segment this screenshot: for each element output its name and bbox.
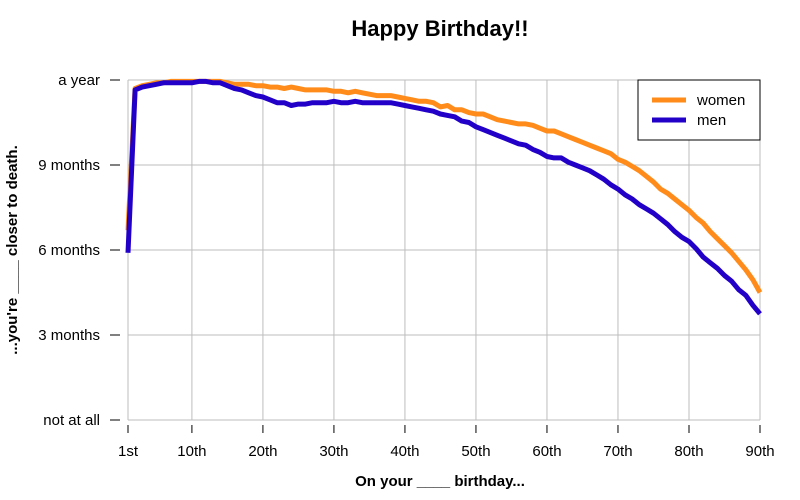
x-tick-label: 10th xyxy=(177,443,206,460)
x-tick-label: 70th xyxy=(603,443,632,460)
series-lines xyxy=(125,78,763,316)
y-tick-label: a year xyxy=(58,72,100,89)
x-tick-label: 60th xyxy=(532,443,561,460)
x-tick-label: 50th xyxy=(461,443,490,460)
legend-label-men: men xyxy=(697,112,726,129)
x-tick-label: 40th xyxy=(390,443,419,460)
chart-title: Happy Birthday!! xyxy=(351,16,528,41)
y-axis-label: ...you're ____ closer to death. xyxy=(4,145,21,354)
series-line-men xyxy=(125,78,762,316)
x-tick-label: 20th xyxy=(248,443,277,460)
y-tick-label: not at all xyxy=(43,412,100,429)
x-tick-label: 80th xyxy=(674,443,703,460)
y-tick-label: 6 months xyxy=(38,242,100,259)
y-axis: not at all 3 months 6 months 9 months a year xyxy=(38,72,120,429)
legend-box xyxy=(637,79,761,141)
x-axis: 1st 10th 20th 30th 40th 50th 60th 70th 80th 90th xyxy=(118,425,775,460)
y-tick-label: 3 months xyxy=(38,327,100,344)
x-tick-label: 30th xyxy=(319,443,348,460)
y-tick-label: 9 months xyxy=(38,157,100,174)
legend-label-women: women xyxy=(696,92,745,109)
x-axis-label: On your ____ birthday... xyxy=(355,473,525,490)
x-tick-label: 90th xyxy=(745,443,774,460)
series-line-women xyxy=(125,78,763,294)
x-tick-label: 1st xyxy=(118,443,139,460)
legend: women men xyxy=(637,79,761,141)
grid-lines xyxy=(127,79,761,421)
